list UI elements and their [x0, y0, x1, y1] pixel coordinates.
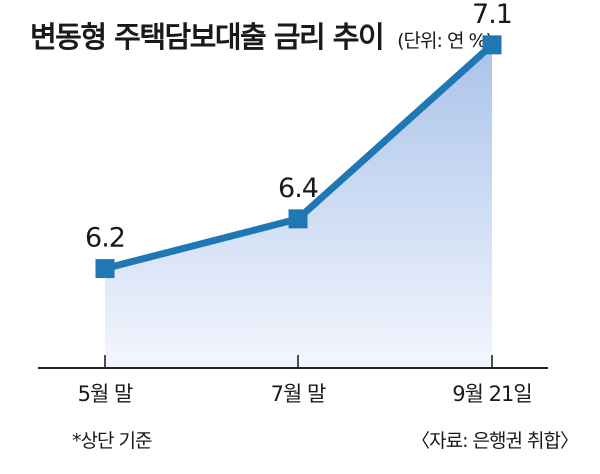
- data-point-marker: [288, 209, 308, 229]
- data-point-marker: [482, 35, 502, 55]
- data-point-marker: [95, 259, 115, 279]
- source-note: 〈자료: 은행권 취합〉: [411, 430, 579, 452]
- area-fill: [105, 44, 492, 368]
- data-label: 6.2: [85, 223, 125, 254]
- x-tick-label: 9월 21일: [452, 382, 531, 406]
- x-tick-label: 7월 말: [271, 382, 326, 406]
- unit-label: (단위: 연 %): [397, 30, 493, 52]
- x-tick-label: 5월 말: [78, 382, 133, 406]
- footnote: *상단 기준: [72, 430, 152, 452]
- data-label: 6.4: [278, 173, 318, 204]
- chart-title: 변동형 주택담보대출 금리 추이: [30, 20, 385, 54]
- title-row: 변동형 주택담보대출 금리 추이 (단위: 연 %): [30, 14, 590, 62]
- data-label: 7.1: [472, 0, 512, 30]
- plot-area: 6.2 6.4 7.1 5월 말 7월 말 9월 21일: [38, 0, 548, 406]
